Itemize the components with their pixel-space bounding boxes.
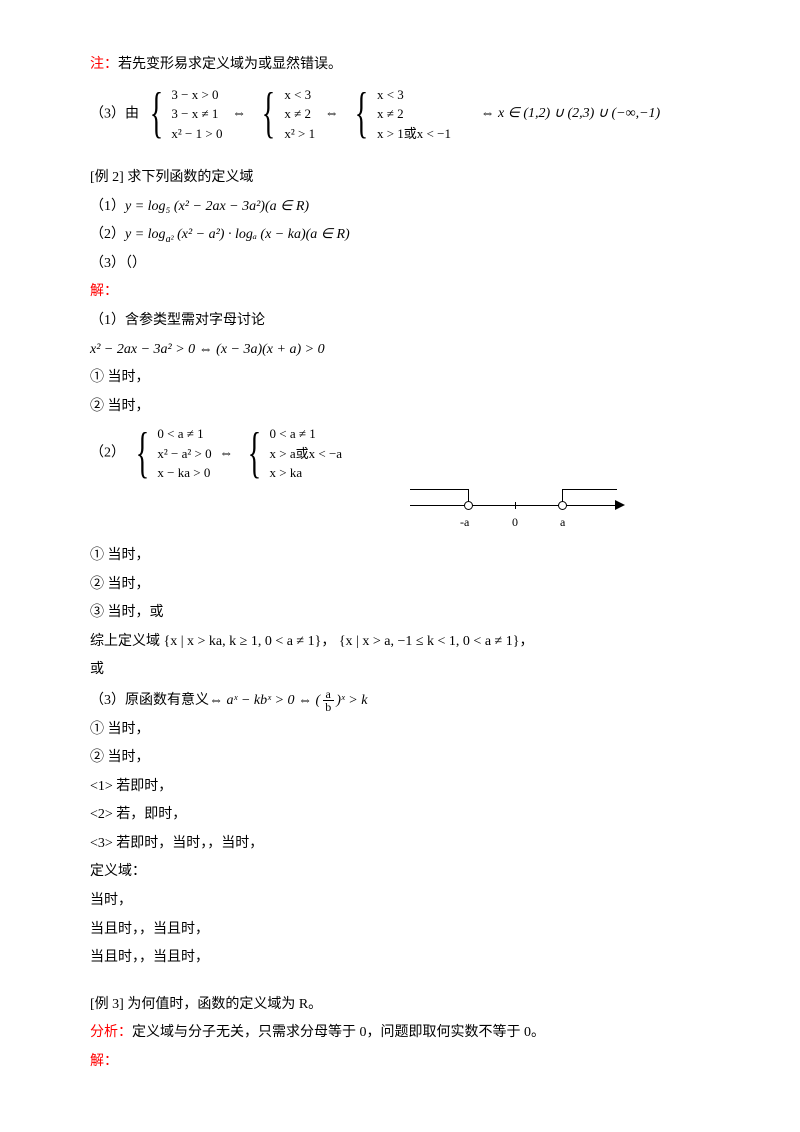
ex3-solve: 解：	[90, 1049, 730, 1076]
b2l2: x ≠ 2	[284, 104, 315, 124]
ex2-2-a: y = log	[125, 227, 166, 242]
fraction-a-b: ab	[322, 688, 334, 713]
iff2: ⇔	[325, 106, 339, 121]
ex2-1-lbl: （1）	[90, 199, 125, 214]
sec3-result: ⇔ x ∈ (1,2) ∪ (2,3) ∪ (−∞,−1)	[480, 106, 660, 121]
ex2-whenand1: 当且时，，当且时，	[90, 917, 730, 944]
ex2-item2: （2）y = loga² (x² − a²) · logₐ (x − ka)(a…	[90, 222, 730, 249]
s3-prefix: （3）原函数有意义	[90, 693, 209, 708]
ex2-2-sub: a²	[166, 234, 174, 245]
sec3-prefix: （3）由	[90, 106, 139, 121]
b3l3: x > 1或x < −1	[377, 124, 451, 144]
analysis-label: 分析：	[90, 1025, 132, 1040]
s2b2l3: x > ka	[270, 463, 343, 483]
frac-den: b	[322, 701, 334, 713]
ex2-when: 当时，	[90, 888, 730, 915]
note-label: 注：	[90, 57, 118, 72]
ex2-c1c: ① 当时，	[90, 717, 730, 744]
ex2-c2a: ② 当时，	[90, 394, 730, 421]
brace-block-3: { x < 3 x ≠ 2 x > 1或x < −1	[348, 85, 451, 144]
s2-prefix: （2）	[90, 446, 125, 461]
s3-m1: ⇔ aˣ − kbˣ > 0 ⇔ (	[209, 693, 320, 708]
ex2-summary: 综上定义域 {x | x > ka, k ≥ 1, 0 < a ≠ 1}， {x…	[90, 629, 730, 656]
ex2-c1: ① 当时，	[90, 365, 730, 392]
ex2-t3: <3> 若即时，当时，，当时，	[90, 831, 730, 858]
analysis-text: 定义域与分子无关，只需求分母等于 0，问题即取何实数不等于 0。	[132, 1025, 545, 1040]
b3l2: x ≠ 2	[377, 104, 451, 124]
ex2-s2-line: （2） { 0 < a ≠ 1 x² − a² > 0 x − ka > 0 ⇔…	[90, 424, 730, 483]
nl-zero: 0	[512, 511, 518, 534]
sec3-line: （3）由 { 3 − x > 0 3 − x ≠ 1 x² − 1 > 0 ⇔ …	[90, 85, 730, 144]
iff1: ⇔	[232, 106, 246, 121]
s2b1l1: 0 < a ≠ 1	[157, 424, 211, 444]
s2-iff: ⇔	[219, 446, 233, 461]
ex2-s1-text: （1）含参类型需对字母讨论	[90, 308, 730, 335]
b1l3: x² − 1 > 0	[171, 124, 222, 144]
brace-block-1: { 3 − x > 0 3 − x ≠ 1 x² − 1 > 0	[143, 85, 223, 144]
ex2-2-lbl: （2）	[90, 227, 125, 242]
s2b2l1: 0 < a ≠ 1	[270, 424, 343, 444]
ex2-c1b: ① 当时，	[90, 543, 730, 570]
ex2-solve: 解：	[90, 279, 730, 306]
ex2-c2b: ② 当时，	[90, 572, 730, 599]
ex2-c2c: ② 当时，	[90, 745, 730, 772]
b1l1: 3 − x > 0	[171, 85, 222, 105]
ex2-or: 或	[90, 657, 730, 684]
ex2-item3: （3）（）	[90, 251, 730, 278]
s2b1l3: x − ka > 0	[157, 463, 211, 483]
s2-brace1: { 0 < a ≠ 1 x² − a² > 0 x − ka > 0	[129, 424, 212, 483]
ex2-title: [例 2] 求下列函数的定义域	[90, 165, 730, 192]
nl-a: a	[560, 511, 565, 534]
ex2-s3-line: （3）原函数有意义⇔ aˣ − kbˣ > 0 ⇔ (ab)ˣ > k	[90, 688, 730, 715]
ex2-whenand2: 当且时，，当且时，	[90, 945, 730, 972]
ex2-domain: 定义域：	[90, 859, 730, 886]
b2l1: x < 3	[284, 85, 315, 105]
ex3-analysis: 分析：定义域与分子无关，只需求分母等于 0，问题即取何实数不等于 0。	[90, 1020, 730, 1047]
ex3-title: [例 3] 为何值时，函数的定义域为 R。	[90, 992, 730, 1019]
b2l3: x² > 1	[284, 124, 315, 144]
ex2-t2: <2> 若，即时，	[90, 802, 730, 829]
s2b2l2: x > a或x < −a	[270, 444, 343, 464]
ex2-s1-math: x² − 2ax − 3a² > 0 ⇔ (x − 3a)(x + a) > 0	[90, 337, 730, 364]
ex2-1-m: y = log₅ (x² − 2ax − 3a²)(a ∈ R)	[125, 199, 309, 214]
brace-block-2: { x < 3 x ≠ 2 x² > 1	[255, 85, 315, 144]
s2b1l2: x² − a² > 0	[157, 444, 211, 464]
nl-neg-a: -a	[460, 511, 469, 534]
number-line-diagram: -a 0 a	[410, 487, 640, 537]
note-line: 注：若先变形易求定义域为或显然错误。	[90, 52, 730, 79]
ex2-item1: （1）y = log₅ (x² − 2ax − 3a²)(a ∈ R)	[90, 194, 730, 221]
ex2-t1: <1> 若即时，	[90, 774, 730, 801]
ex2-2-b: (x² − a²) · logₐ (x − ka)(a ∈ R)	[174, 227, 350, 242]
s3-m2: )ˣ > k	[336, 693, 367, 708]
s2-brace2: { 0 < a ≠ 1 x > a或x < −a x > ka	[241, 424, 342, 483]
ex2-c3: ③ 当时，或	[90, 600, 730, 627]
b1l2: 3 − x ≠ 1	[171, 104, 222, 124]
note-text: 若先变形易求定义域为或显然错误。	[118, 57, 342, 72]
b3l1: x < 3	[377, 85, 451, 105]
